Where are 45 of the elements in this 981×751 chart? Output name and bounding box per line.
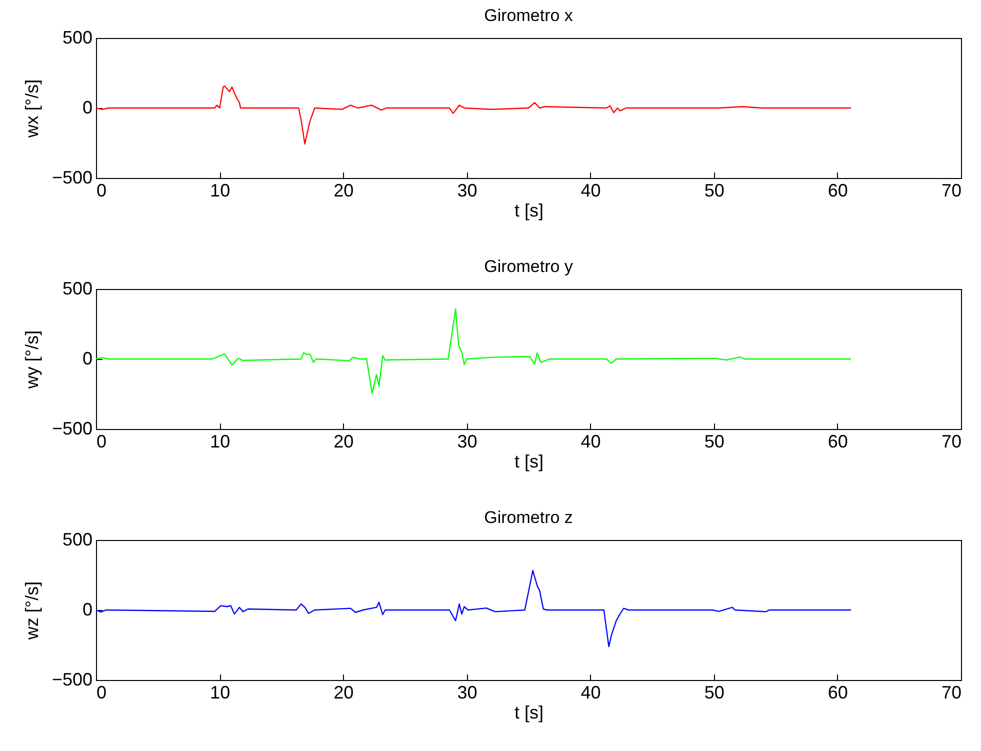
y-tick-label: 0	[82, 98, 92, 118]
x-tick-label: 50	[704, 180, 724, 200]
x-tick-label: 60	[828, 180, 848, 200]
x-tick-label: 50	[704, 682, 724, 702]
x-tick-label: 30	[457, 432, 478, 452]
x-tick-label: 70	[941, 432, 962, 452]
y-tick-label: 500	[62, 28, 92, 48]
y-axis-title: wx [°/s]	[22, 79, 42, 139]
x-tick-label: 70	[941, 682, 962, 702]
x-tick-label: 20	[334, 432, 354, 452]
y-tick-label: −500	[52, 418, 92, 438]
x-axis-title: t [s]	[514, 452, 544, 472]
x-tick-label: 20	[334, 180, 354, 200]
x-tick-label: 70	[941, 180, 962, 200]
x-tick-label: 10	[210, 432, 230, 452]
x-axis-title: t [s]	[514, 200, 544, 220]
x-tick-label: 30	[457, 180, 478, 200]
x-tick-label: 10	[210, 682, 230, 702]
chart-title: Girometro z	[484, 508, 573, 527]
chart-title: Girometro y	[484, 257, 574, 276]
y-tick-label: 0	[82, 600, 92, 620]
x-tick-label: 30	[457, 682, 478, 702]
x-tick-label: 10	[210, 180, 230, 200]
y-tick-label: 500	[62, 278, 92, 298]
x-tick-label: 0	[96, 432, 107, 452]
x-tick-label: 60	[828, 682, 848, 702]
x-tick-label: 40	[580, 432, 601, 452]
y-axis-title: wy [°/s]	[22, 330, 42, 390]
y-tick-label: 0	[82, 348, 92, 368]
line-series	[96, 85, 852, 145]
x-tick-label: 50	[704, 432, 724, 452]
x-tick-label: 40	[580, 682, 601, 702]
x-tick-label: 40	[580, 180, 601, 200]
line-series	[96, 570, 852, 648]
line-series	[96, 308, 852, 394]
x-tick-label: 60	[828, 432, 848, 452]
y-tick-label: 500	[62, 530, 92, 550]
y-axis-title: wz [°/s]	[22, 581, 42, 641]
x-tick-label: 20	[334, 682, 354, 702]
y-tick-label: −500	[52, 168, 92, 188]
x-tick-label: 0	[96, 180, 107, 200]
x-axis-title: t [s]	[514, 702, 544, 722]
y-tick-label: −500	[52, 670, 92, 690]
chart-title: Girometro x	[484, 6, 574, 25]
x-tick-label: 0	[96, 682, 107, 702]
